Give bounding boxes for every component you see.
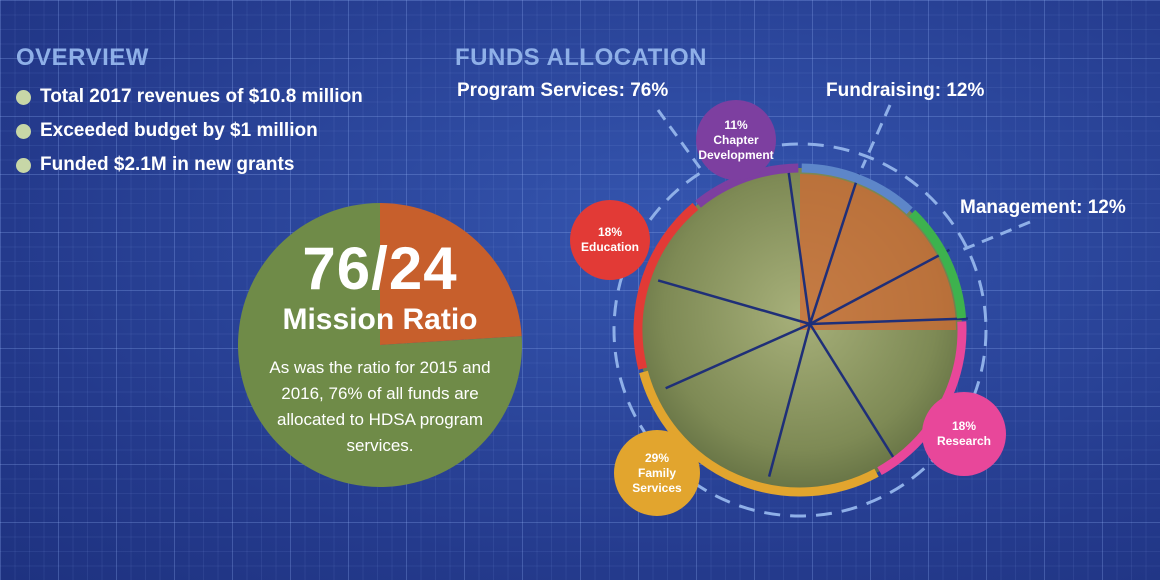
- slice-divider-line: [657, 279, 811, 326]
- dashed-orbit-ring: [612, 142, 988, 518]
- bubble-percent: 18%: [951, 419, 977, 433]
- ring-management: [908, 209, 967, 319]
- overview-bullet: Total 2017 revenues of $10.8 million: [16, 80, 363, 114]
- slice-divider-line: [809, 317, 968, 326]
- bullet-dot-icon: [16, 89, 31, 105]
- bubble-label: Services: [632, 480, 682, 495]
- leader-fundraising: [860, 104, 892, 169]
- bullet-text: Exceeded budget by $1 million: [40, 120, 318, 141]
- leader-program: [656, 109, 702, 169]
- slice-dividers: [657, 167, 968, 477]
- bullet-dot-icon: [16, 157, 31, 173]
- funds-allocation-heading: FUNDS ALLOCATION: [455, 44, 707, 71]
- leader-lines: [656, 104, 1031, 252]
- callout-program-services: Program Services: 76%: [457, 80, 669, 101]
- slice-divider-line: [786, 167, 812, 325]
- mission-ratio-description: As was the ratio for 2015 and 2016, 76% …: [269, 358, 491, 455]
- program-services-tint: [800, 174, 956, 330]
- ratio-slice-other: [380, 203, 522, 345]
- callout-fundraising: Fundraising: 12%: [826, 80, 985, 101]
- slice-divider-line: [767, 323, 812, 477]
- bubble-label: Development: [698, 147, 774, 162]
- ring-family-services: [639, 370, 879, 497]
- callout-management: Management: 12%: [960, 197, 1126, 218]
- leader-management: [961, 220, 1031, 252]
- bubble-education: 18% Education: [570, 200, 650, 280]
- overview-bullet: Funded $2.1M in new grants: [16, 148, 363, 182]
- bubble-research: 18% Research: [922, 392, 1006, 476]
- overview-heading: OVERVIEW: [16, 44, 149, 71]
- slice-divider-line: [665, 322, 811, 390]
- bubble-label: Chapter: [713, 132, 759, 147]
- bubble-percent: 11%: [724, 117, 748, 132]
- bullet-text: Total 2017 revenues of $10.8 million: [40, 86, 363, 107]
- ring-education: [633, 202, 699, 370]
- mission-ratio-number: 76/24: [302, 235, 458, 302]
- bullet-text: Funded $2.1M in new grants: [40, 154, 295, 175]
- slice-divider-line: [808, 173, 861, 325]
- mission-ratio-label: Mission Ratio: [282, 303, 478, 336]
- overview-bullet: Exceeded budget by $1 million: [16, 114, 363, 148]
- bubble-percent: 18%: [597, 225, 623, 239]
- overview-list: Total 2017 revenues of $10.8 million Exc…: [16, 80, 363, 182]
- bubble-percent: 29%: [644, 450, 670, 465]
- bubble-label: Research: [936, 434, 992, 448]
- ring-fundraising: [801, 163, 913, 215]
- bullet-dot-icon: [16, 123, 31, 139]
- bubble-chapter-development: 11% Chapter Development: [696, 100, 776, 180]
- bubble-label: Family: [637, 465, 676, 480]
- bubble-family-services: 29% Family Services: [614, 430, 700, 516]
- slice-divider-line: [808, 323, 895, 459]
- bubble-label: Education: [580, 240, 639, 254]
- slice-divider-line: [809, 248, 951, 326]
